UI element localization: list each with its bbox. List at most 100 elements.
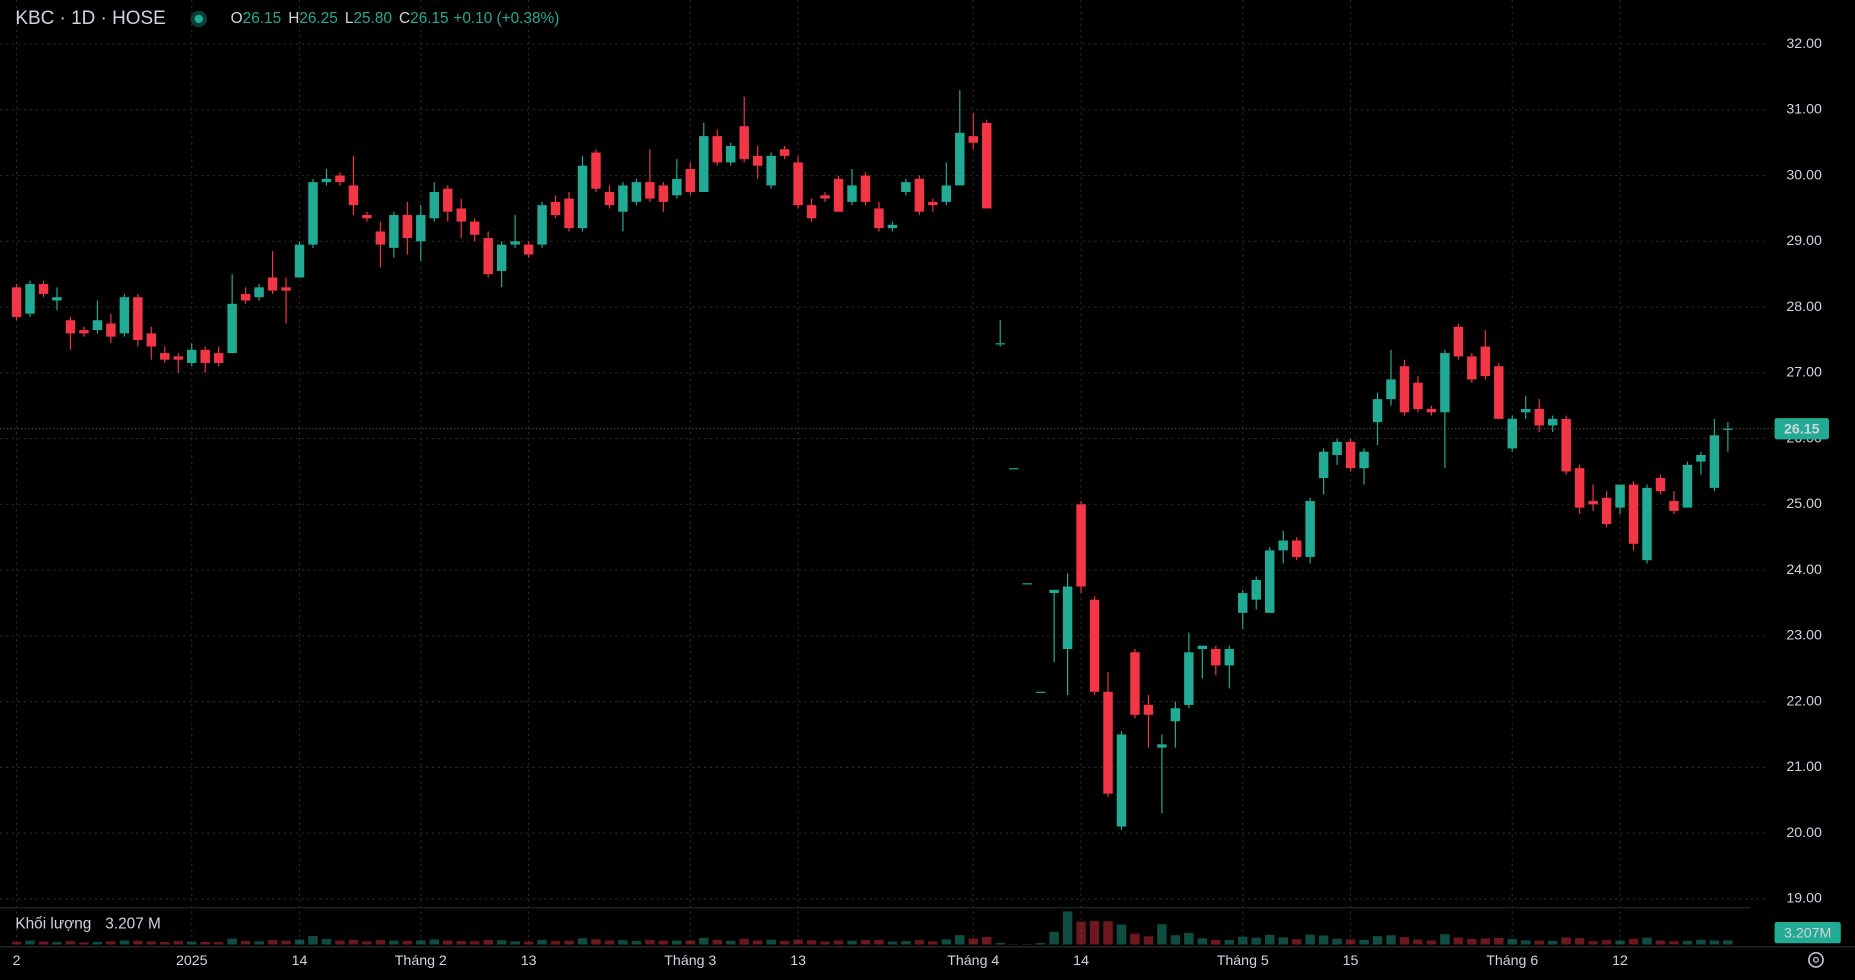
- volume-bar: [1601, 940, 1612, 945]
- volume-bar: [1305, 934, 1315, 945]
- volume-bar: [1076, 921, 1086, 945]
- volume-bar: [1561, 937, 1571, 945]
- volume-bar: [833, 940, 844, 945]
- volume-bar: [1251, 937, 1261, 945]
- candle-body: [820, 195, 830, 199]
- candle-body: [1116, 734, 1127, 827]
- volume-bar: [1170, 935, 1181, 945]
- candle-body: [1278, 540, 1288, 551]
- volume-bar: [200, 941, 210, 945]
- settings-icon[interactable]: [1807, 951, 1824, 968]
- y-tick-label: 30.00: [1786, 167, 1822, 183]
- candle-body: [429, 192, 440, 219]
- ohlc-value: 25.80: [353, 10, 391, 27]
- volume-bar: [79, 942, 89, 945]
- candle-body: [1157, 744, 1167, 748]
- volume-title: Khối lượng: [15, 915, 91, 932]
- candle-body: [577, 165, 588, 229]
- candle-body: [968, 136, 979, 143]
- candle-body: [712, 136, 722, 163]
- volume-bar: [267, 939, 278, 945]
- x-tick-label: 14: [1073, 953, 1089, 969]
- candle-body: [1628, 484, 1639, 544]
- candle-body: [1211, 648, 1221, 666]
- y-tick-label: 29.00: [1786, 233, 1822, 249]
- x-tick-label: Tháng 3: [664, 953, 716, 969]
- candle-body: [200, 349, 210, 363]
- volume-bar: [38, 941, 49, 945]
- volume-bar: [1291, 939, 1302, 945]
- gear-center[interactable]: [1812, 956, 1820, 963]
- grid: [0, 0, 1775, 945]
- volume-bar: [860, 940, 871, 945]
- candle-body: [443, 188, 453, 212]
- volume-bar: [1359, 939, 1369, 945]
- candle-body: [1291, 540, 1302, 557]
- candle-body: [106, 323, 116, 337]
- candle-body: [685, 168, 696, 193]
- candle-body: [281, 287, 291, 291]
- volume-tag: [1774, 922, 1841, 944]
- candle-body: [793, 162, 803, 206]
- candle-body: [1440, 353, 1450, 413]
- candle-body: [1345, 441, 1356, 469]
- candle-body: [416, 215, 426, 242]
- volume-bar: [1494, 937, 1504, 945]
- candle-body: [52, 297, 62, 301]
- candle-body: [591, 152, 601, 189]
- candle-body: [1008, 468, 1019, 470]
- candle-body: [187, 349, 197, 363]
- volume-bar: [968, 938, 979, 945]
- candle-body: [1696, 455, 1706, 462]
- candle-body: [483, 238, 493, 275]
- candle-body: [995, 343, 1005, 345]
- volume-bar: [1318, 935, 1329, 945]
- volume-bar: [11, 941, 22, 945]
- volume-bar: [1264, 934, 1275, 945]
- volume-bar: [1049, 931, 1059, 945]
- candle-body: [38, 284, 49, 294]
- candle-body: [146, 333, 157, 347]
- y-tick-label: 27.00: [1786, 365, 1822, 381]
- candle-body: [1359, 451, 1369, 469]
- volume-bar: [1628, 938, 1639, 945]
- candle-body: [321, 178, 332, 183]
- volume-bar: [119, 940, 130, 945]
- volume-legend: 3.207 M: [105, 915, 161, 932]
- y-tick-label: 23.00: [1786, 628, 1822, 644]
- candle-body: [1170, 708, 1181, 722]
- candle-body: [982, 122, 992, 209]
- volume-bar: [537, 939, 547, 945]
- volume-bar: [793, 939, 803, 945]
- ohlc-key: O: [231, 10, 243, 27]
- volume-bar: [1440, 934, 1450, 945]
- candle-body: [213, 353, 224, 363]
- volume-bar: [995, 942, 1005, 945]
- volume-bar: [1682, 940, 1693, 945]
- volume-bar: [820, 941, 830, 945]
- candle-body: [1035, 691, 1046, 693]
- volume-bar: [712, 939, 722, 945]
- ohlc-key: H: [288, 10, 299, 27]
- y-tick-label: 32.00: [1786, 36, 1822, 52]
- candle-body: [1709, 435, 1720, 488]
- volume-bar: [1642, 937, 1652, 945]
- candle-body: [1049, 589, 1059, 594]
- candle-body: [65, 320, 76, 334]
- candle-body: [1372, 399, 1383, 423]
- x-tick-label: Tháng 5: [1217, 953, 1269, 969]
- volume-bar: [1453, 937, 1464, 945]
- x-tick-label: 13: [521, 953, 537, 969]
- volume-bar: [402, 940, 413, 945]
- gear[interactable]: [1807, 951, 1824, 968]
- candle-body: [267, 277, 278, 291]
- candle-body: [672, 178, 682, 196]
- candle-body: [1076, 504, 1086, 587]
- candle-body: [1305, 501, 1315, 557]
- candle-body: [25, 284, 35, 314]
- volume-bar: [294, 939, 305, 945]
- x-tick-label: 14: [292, 953, 308, 969]
- candle-body: [860, 175, 871, 202]
- volume-bar: [725, 940, 736, 945]
